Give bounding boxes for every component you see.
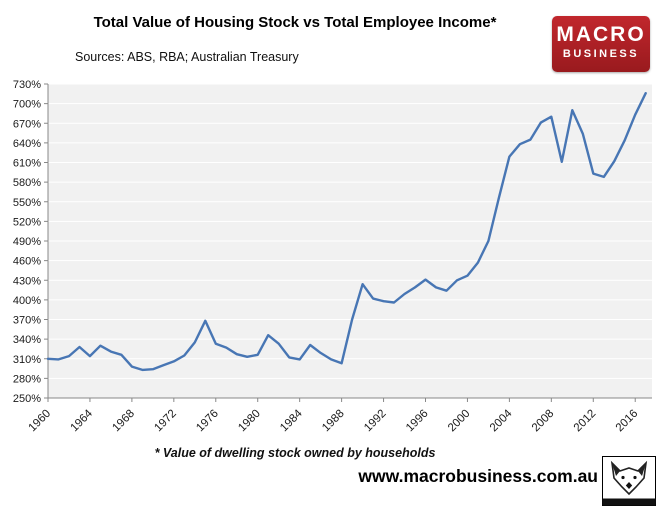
wolf-head-icon [602,456,656,506]
wolf-logo [602,456,656,506]
svg-text:400%: 400% [13,295,41,307]
svg-text:1960: 1960 [27,408,54,435]
svg-text:310%: 310% [13,354,41,366]
svg-text:730%: 730% [13,79,41,91]
svg-text:340%: 340% [13,334,41,346]
svg-text:1968: 1968 [110,408,137,435]
svg-text:2016: 2016 [614,408,641,435]
svg-text:1980: 1980 [236,408,263,435]
svg-text:460%: 460% [13,256,41,268]
svg-text:2012: 2012 [572,408,599,435]
svg-text:1976: 1976 [194,408,221,435]
svg-text:2004: 2004 [488,407,515,434]
macrobusiness-logo: MACRO BUSINESS [552,16,650,72]
svg-text:610%: 610% [13,158,41,170]
svg-text:580%: 580% [13,177,41,189]
svg-text:1984: 1984 [278,407,305,434]
svg-text:280%: 280% [13,373,41,385]
chart-footnote: * Value of dwelling stock owned by house… [154,446,436,460]
svg-text:520%: 520% [13,216,41,228]
svg-text:1964: 1964 [68,407,95,434]
website-text: www.macrobusiness.com.au [358,466,598,486]
sources-label: Sources: ABS, RBA; Australian Treasury [75,50,299,64]
logo-text-macro: MACRO [556,23,646,46]
svg-text:1992: 1992 [362,408,389,435]
svg-text:2008: 2008 [530,408,557,435]
svg-text:640%: 640% [13,138,41,150]
page-title: Total Value of Housing Stock vs Total Em… [93,14,497,31]
svg-text:700%: 700% [13,99,41,111]
svg-text:1996: 1996 [404,408,431,435]
svg-text:670%: 670% [13,118,41,130]
svg-text:370%: 370% [13,315,41,327]
svg-text:490%: 490% [13,236,41,248]
svg-text:430%: 430% [13,275,41,287]
svg-text:1972: 1972 [152,408,179,435]
line-chart: 250% 280% 310% 340% 370% 400% 430% 460% 490% 520%… [13,79,652,435]
logo-text-business: BUSINESS [562,48,640,60]
svg-text:250%: 250% [13,393,41,405]
svg-text:2000: 2000 [446,408,473,435]
svg-text:550%: 550% [13,197,41,209]
svg-text:1988: 1988 [320,408,347,435]
